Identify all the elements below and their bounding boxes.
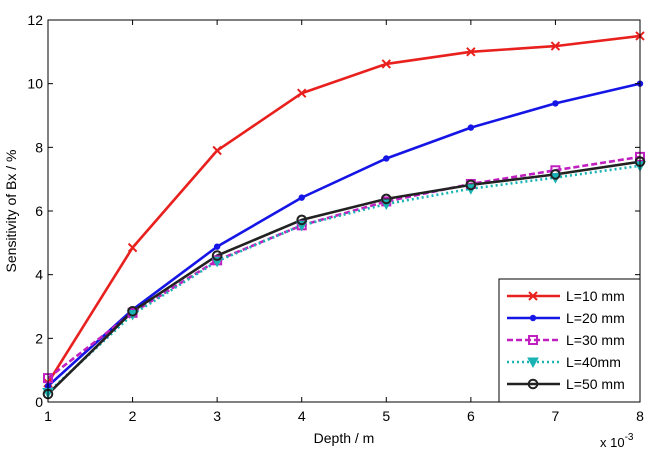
legend-marker	[527, 378, 539, 390]
x-tick-label: 3	[213, 408, 221, 424]
data-point	[466, 47, 476, 57]
y-tick-label: 4	[35, 267, 43, 283]
y-tick-label: 8	[35, 139, 43, 155]
legend-marker	[528, 335, 538, 345]
data-point	[552, 100, 559, 107]
y-tick-label: 12	[27, 12, 43, 28]
legend-label: L=20 mm	[566, 310, 625, 326]
legend-marker	[529, 314, 537, 322]
y-tick-label: 6	[35, 203, 43, 219]
data-point	[550, 41, 561, 51]
y-tick-label: 2	[35, 330, 43, 346]
x-multiplier: x 10-3	[600, 432, 634, 450]
legend-label: L=10 mm	[566, 288, 625, 304]
data-point	[381, 59, 391, 69]
data-point	[383, 155, 390, 162]
legend: L=10 mm L=20 mm L=30 mm L=40mm L=50 mm	[498, 278, 641, 403]
x-tick-label: 8	[636, 408, 644, 424]
x-tick-label: 2	[129, 408, 137, 424]
series-line-5	[47, 160, 641, 395]
series-line-2	[47, 82, 641, 388]
series-lines	[46, 34, 641, 395]
legend-label: L=40mm	[566, 354, 621, 370]
y-axis-ticks: 0 2 4 6 8 10 12	[27, 12, 640, 410]
data-point	[298, 194, 305, 201]
legend-label: L=50 mm	[566, 376, 625, 392]
y-tick-label: 10	[27, 76, 43, 92]
data-point	[213, 243, 221, 250]
data-point	[550, 169, 561, 180]
data-point	[296, 214, 308, 226]
legend-marker	[527, 357, 539, 369]
x-tick-label: 4	[298, 408, 306, 424]
data-point	[297, 88, 307, 98]
data-point	[212, 145, 222, 156]
series-line-3	[47, 155, 641, 380]
x-tick-label: 7	[552, 408, 560, 424]
legend-label: L=30 mm	[566, 332, 625, 348]
y-tick-label: 0	[35, 394, 43, 410]
x-multiplier-exponent: -3	[625, 432, 634, 443]
y-axis-label: Sensitivity of Bx / %	[3, 150, 19, 273]
x-tick-label: 1	[44, 408, 52, 424]
series-line-1	[46, 34, 641, 384]
data-point	[127, 305, 138, 317]
data-point	[465, 179, 477, 191]
x-tick-label: 6	[467, 408, 475, 424]
data-point	[127, 242, 138, 253]
x-axis-label: Depth / m	[314, 430, 375, 446]
series-line-4	[47, 164, 641, 394]
data-point	[211, 250, 223, 261]
legend-marker	[528, 291, 538, 301]
data-point	[380, 193, 392, 205]
data-point	[467, 124, 475, 131]
x-axis-ticks: 1 2 3 4 5 6 7 8	[44, 20, 644, 424]
x-multiplier-base: x 10	[600, 435, 625, 450]
x-tick-label: 5	[382, 408, 390, 424]
legend-box	[498, 278, 641, 403]
